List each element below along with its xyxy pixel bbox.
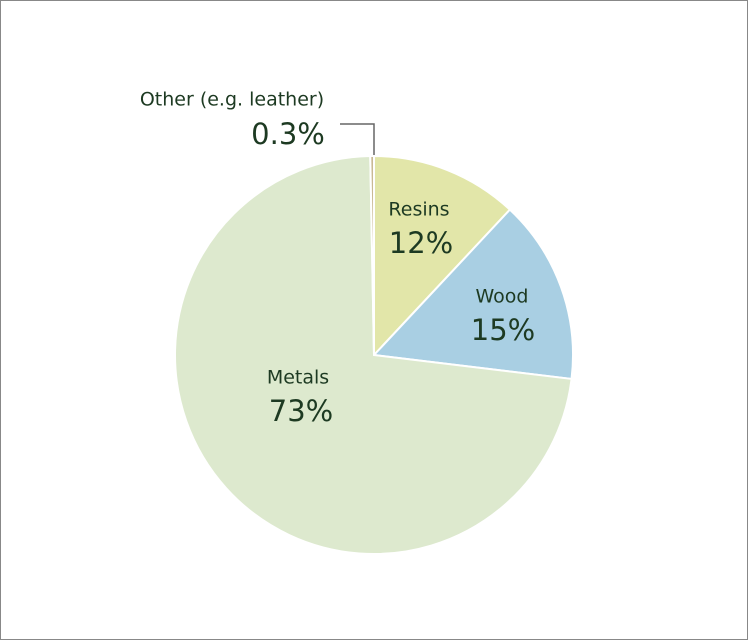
pie-slice	[369, 154, 375, 356]
slice-value-label: 15%	[471, 313, 535, 347]
slice-value-label: 73%	[269, 394, 333, 428]
leader-line	[340, 123, 375, 168]
slice-name: Wood	[476, 286, 529, 308]
slice-name: Other (e.g. leather)	[140, 89, 324, 111]
pie-slice	[371, 208, 574, 381]
slice-name: Resins	[388, 199, 449, 221]
slice-value-label: 0.3%	[251, 117, 325, 151]
pie-slice	[373, 154, 512, 358]
slice-value-label: 12%	[389, 226, 453, 260]
slice-name: Metals	[267, 367, 329, 389]
